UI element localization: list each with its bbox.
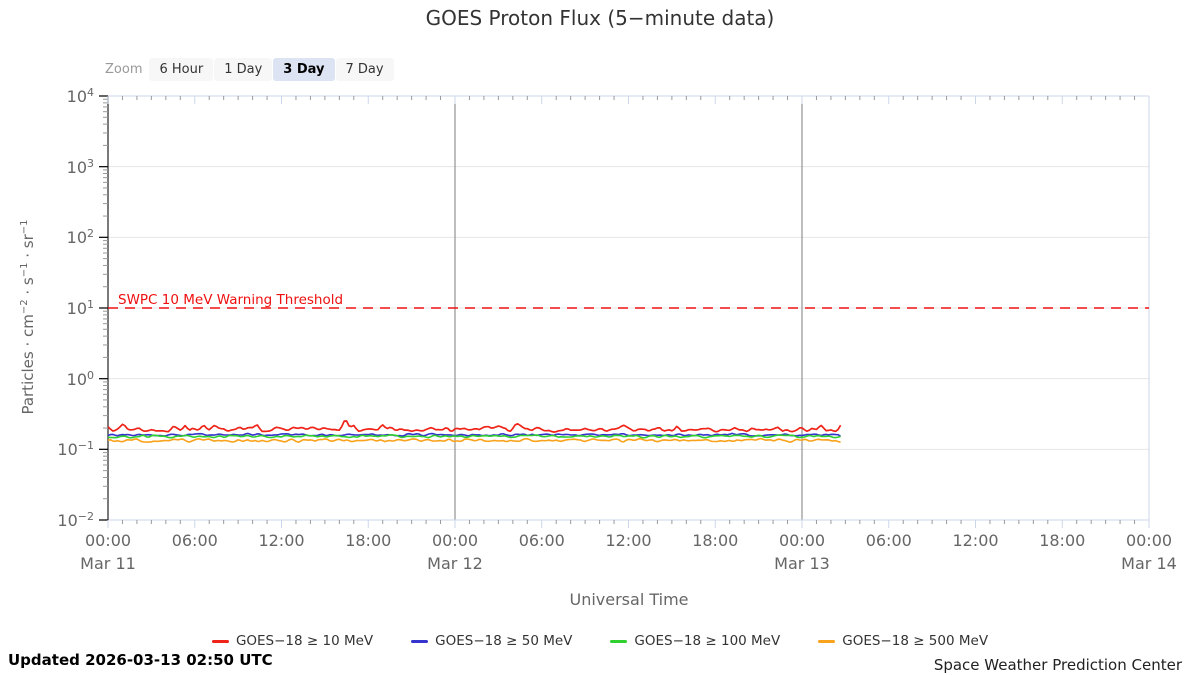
zoom-button-1-day[interactable]: 1 Day [214,58,273,81]
x-tick-label: 18:00 [345,531,392,550]
legend-item[interactable]: GOES−18 ≥ 500 MeV [818,633,988,649]
y-tick-label: 10−2 [57,509,94,531]
x-date-label: Mar 11 [80,554,136,573]
x-tick-label: 12:00 [605,531,652,550]
x-tick-label: 18:00 [692,531,739,550]
x-tick-label: 00:00 [1125,531,1173,550]
legend-label: GOES−18 ≥ 100 MeV [634,633,781,649]
x-axis-title: Universal Time [569,590,689,609]
x-tick-label: 00:00 [778,531,826,550]
legend-item[interactable]: GOES−18 ≥ 100 MeV [610,633,780,649]
legend: GOES−18 ≥ 10 MeV GOES−18 ≥ 50 MeV GOES−18 … [0,633,1200,649]
legend-marker-icon [818,639,836,643]
x-tick-label: 12:00 [952,531,999,550]
x-date-label: Mar 14 [1121,554,1177,573]
x-tick-label: 18:00 [1039,531,1086,550]
threshold-label: SWPC 10 MeV Warning Threshold [118,292,344,308]
y-tick-label: 102 [66,227,94,248]
chart-title: GOES Proton Flux (5−minute data) [425,6,775,30]
x-tick-label: 06:00 [518,531,565,550]
x-date-label: Mar 13 [774,554,830,573]
y-tick-label: 103 [66,156,94,177]
y-axis-title: Particles · cm−2 · s−1 · sr−1 [19,219,37,415]
updated-timestamp: Updated 2026-03-13 02:50 UTC [8,651,273,669]
legend-marker-icon [211,639,229,643]
legend-label: GOES−18 ≥ 500 MeV [842,633,989,649]
legend-label: GOES−18 ≥ 10 MeV [235,633,374,649]
zoom-button-7-day[interactable]: 7 Day [335,58,394,81]
legend-label: GOES−18 ≥ 50 MeV [435,633,573,649]
x-tick-label: 00:00 [431,531,479,550]
range-selector: Zoom 6 Hour 1 Day 3 Day 7 Day [105,58,395,81]
legend-marker-icon [411,639,429,643]
legend-marker-icon [610,639,628,643]
y-tick-label: 101 [66,297,94,319]
x-tick-label: 00:00 [84,531,132,550]
legend-item[interactable]: GOES−18 ≥ 50 MeV [411,633,572,649]
y-tick-label: 100 [66,368,94,389]
x-tick-label: 12:00 [258,531,305,550]
zoom-label: Zoom [105,62,143,77]
series-line [107,420,842,433]
legend-item[interactable]: GOES−18 ≥ 10 MeV [211,633,374,649]
y-tick-label: 10−1 [57,439,94,460]
series-line [107,434,841,439]
x-tick-label: 06:00 [171,531,218,550]
zoom-button-3-day[interactable]: 3 Day [273,58,335,81]
zoom-button-6-hour[interactable]: 6 Hour [149,58,214,81]
series-line [107,437,841,444]
credit-text: Space Weather Prediction Center [933,656,1182,674]
zoom-buttons: 6 Hour 1 Day 3 Day 7 Day [149,58,394,81]
x-date-label: Mar 12 [427,554,483,573]
x-tick-label: 06:00 [865,531,912,550]
y-tick-label: 104 [66,85,94,107]
